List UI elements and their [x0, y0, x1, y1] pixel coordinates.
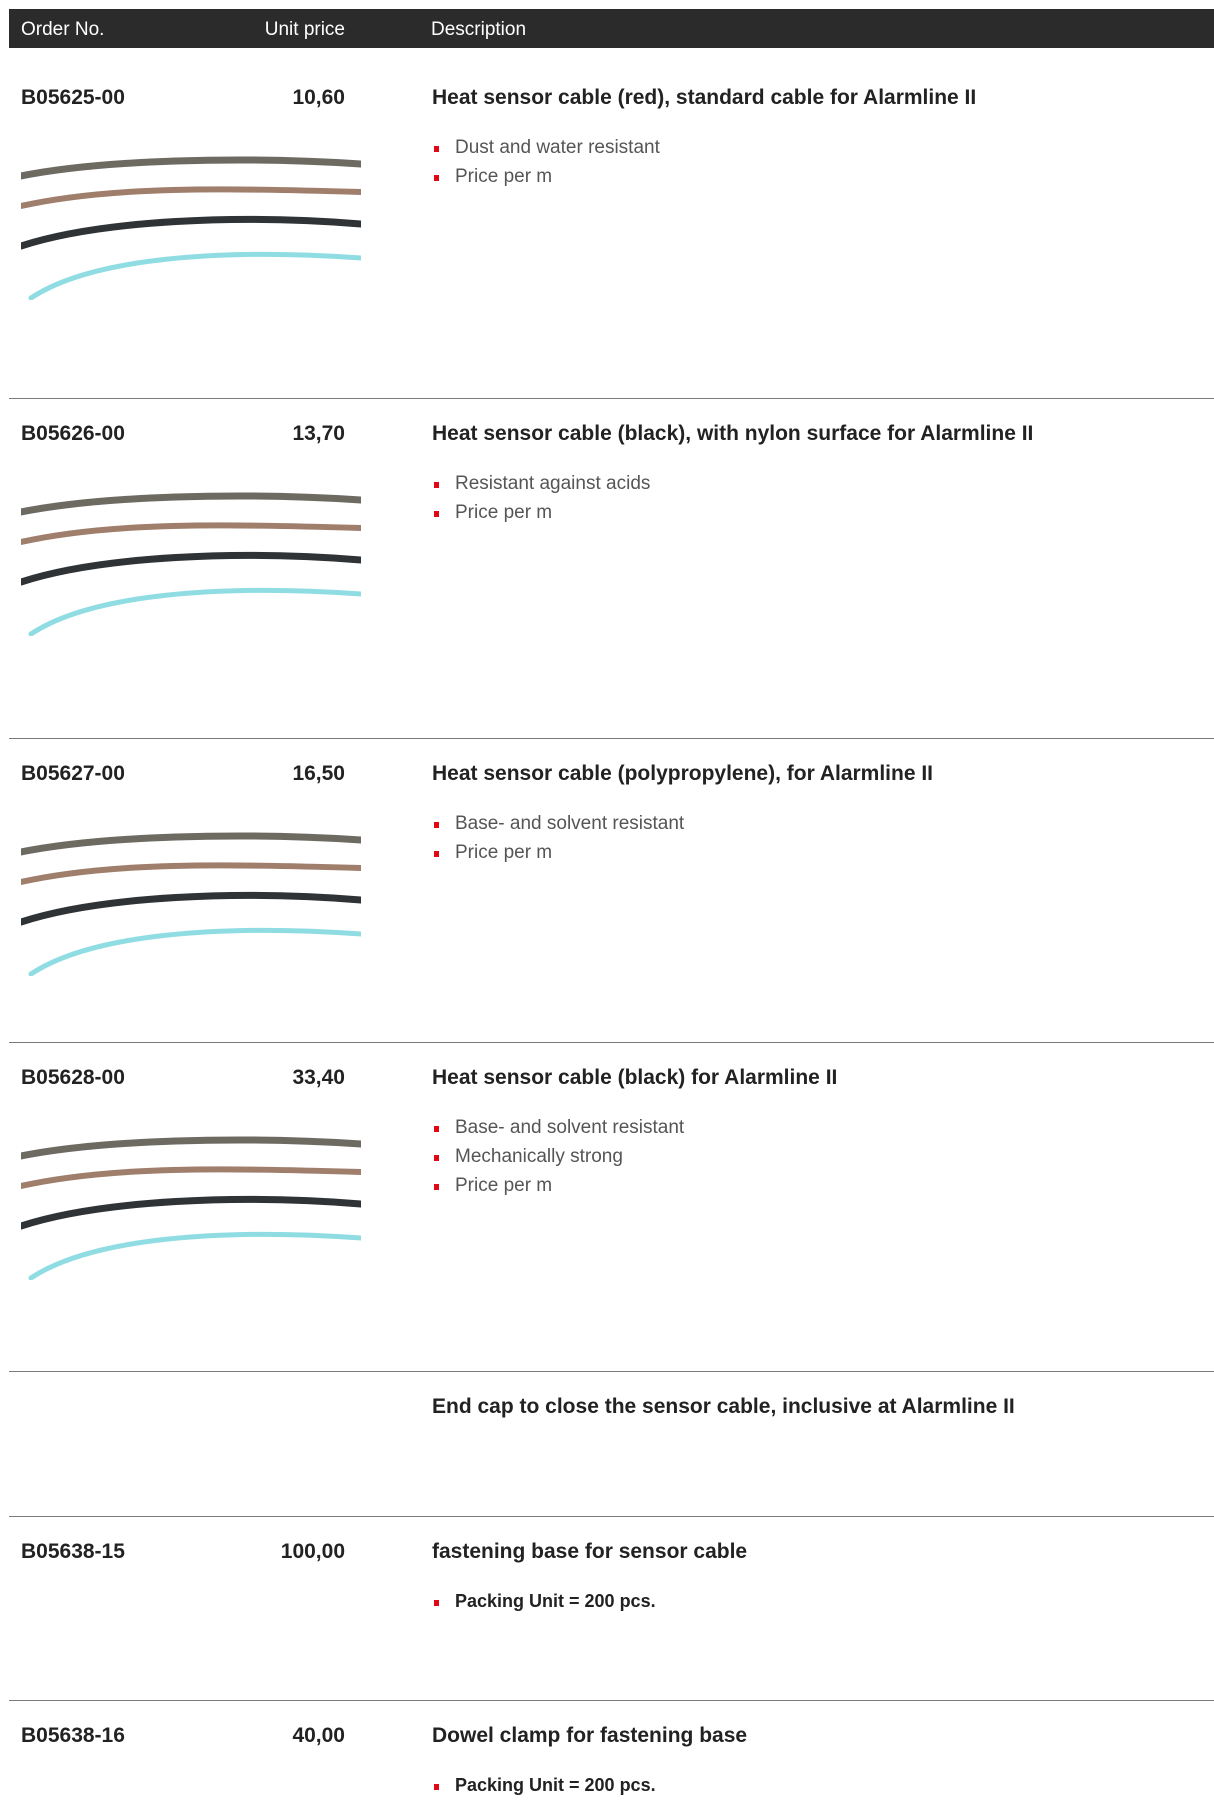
table-header: Order No. Unit price Description — [9, 9, 1214, 48]
bullet-marker — [434, 1600, 439, 1606]
bullet-marker — [434, 822, 439, 828]
bullet-marker — [434, 1184, 439, 1190]
order-number: B05638-15 — [21, 1540, 125, 1563]
description: Heat sensor cable (polypropylene), for A… — [432, 762, 934, 785]
bullet-text: Mechanically strong — [455, 1146, 623, 1167]
unit-price: 40,00 — [292, 1724, 345, 1747]
product-image — [21, 156, 361, 300]
bullet-text: Base- and solvent resistant — [455, 813, 685, 834]
bullet-text: Price per m — [455, 1175, 553, 1196]
product-image — [21, 832, 361, 976]
unit-price: 13,70 — [292, 422, 345, 445]
bullet-marker — [434, 511, 439, 517]
bullet-marker — [434, 851, 439, 857]
product-image — [21, 1136, 361, 1280]
bullet-marker — [434, 1126, 439, 1132]
bullet-marker — [434, 482, 439, 488]
bullet-marker — [434, 175, 439, 181]
unit-price: 10,60 — [292, 86, 345, 109]
order-number: B05625-00 — [21, 86, 125, 109]
row-separator — [9, 1042, 1214, 1043]
bullet-text: Resistant against acids — [455, 473, 651, 494]
bullet-text: Price per m — [455, 502, 553, 523]
bullet-text: Packing Unit = 200 pcs. — [455, 1591, 656, 1611]
description: End cap to close the sensor cable, inclu… — [432, 1395, 1015, 1418]
bullet-marker — [434, 1784, 439, 1790]
order-number: B05627-00 — [21, 762, 125, 785]
row-separator — [9, 1516, 1214, 1517]
description: Heat sensor cable (black), with nylon su… — [432, 422, 1034, 445]
bullet-marker — [434, 146, 439, 152]
description: fastening base for sensor cable — [432, 1540, 748, 1563]
unit-price: 16,50 — [292, 762, 345, 785]
bullet-text: Dust and water resistant — [455, 137, 660, 158]
bullet-text: Packing Unit = 200 pcs. — [455, 1775, 656, 1795]
bullet-marker — [434, 1155, 439, 1161]
column-header: Description — [431, 19, 527, 40]
order-number: B05638-16 — [21, 1724, 125, 1747]
row-separator — [9, 1700, 1214, 1701]
bullet-text: Price per m — [455, 166, 553, 187]
unit-price: 33,40 — [292, 1066, 345, 1089]
order-number: B05628-00 — [21, 1066, 125, 1089]
bullet-text: Price per m — [455, 842, 553, 863]
product-image — [21, 492, 361, 636]
unit-price: 100,00 — [280, 1540, 345, 1563]
column-header: Unit price — [264, 19, 345, 40]
column-header: Order No. — [21, 19, 105, 40]
description: Dowel clamp for fastening base — [432, 1724, 748, 1747]
order-number: B05626-00 — [21, 422, 125, 445]
row-separator — [9, 738, 1214, 739]
row-separator — [9, 398, 1214, 399]
description: Heat sensor cable (red), standard cable … — [432, 86, 977, 109]
row-separator — [9, 1371, 1214, 1372]
description: Heat sensor cable (black) for Alarmline … — [432, 1066, 838, 1089]
bullet-text: Base- and solvent resistant — [455, 1117, 685, 1138]
